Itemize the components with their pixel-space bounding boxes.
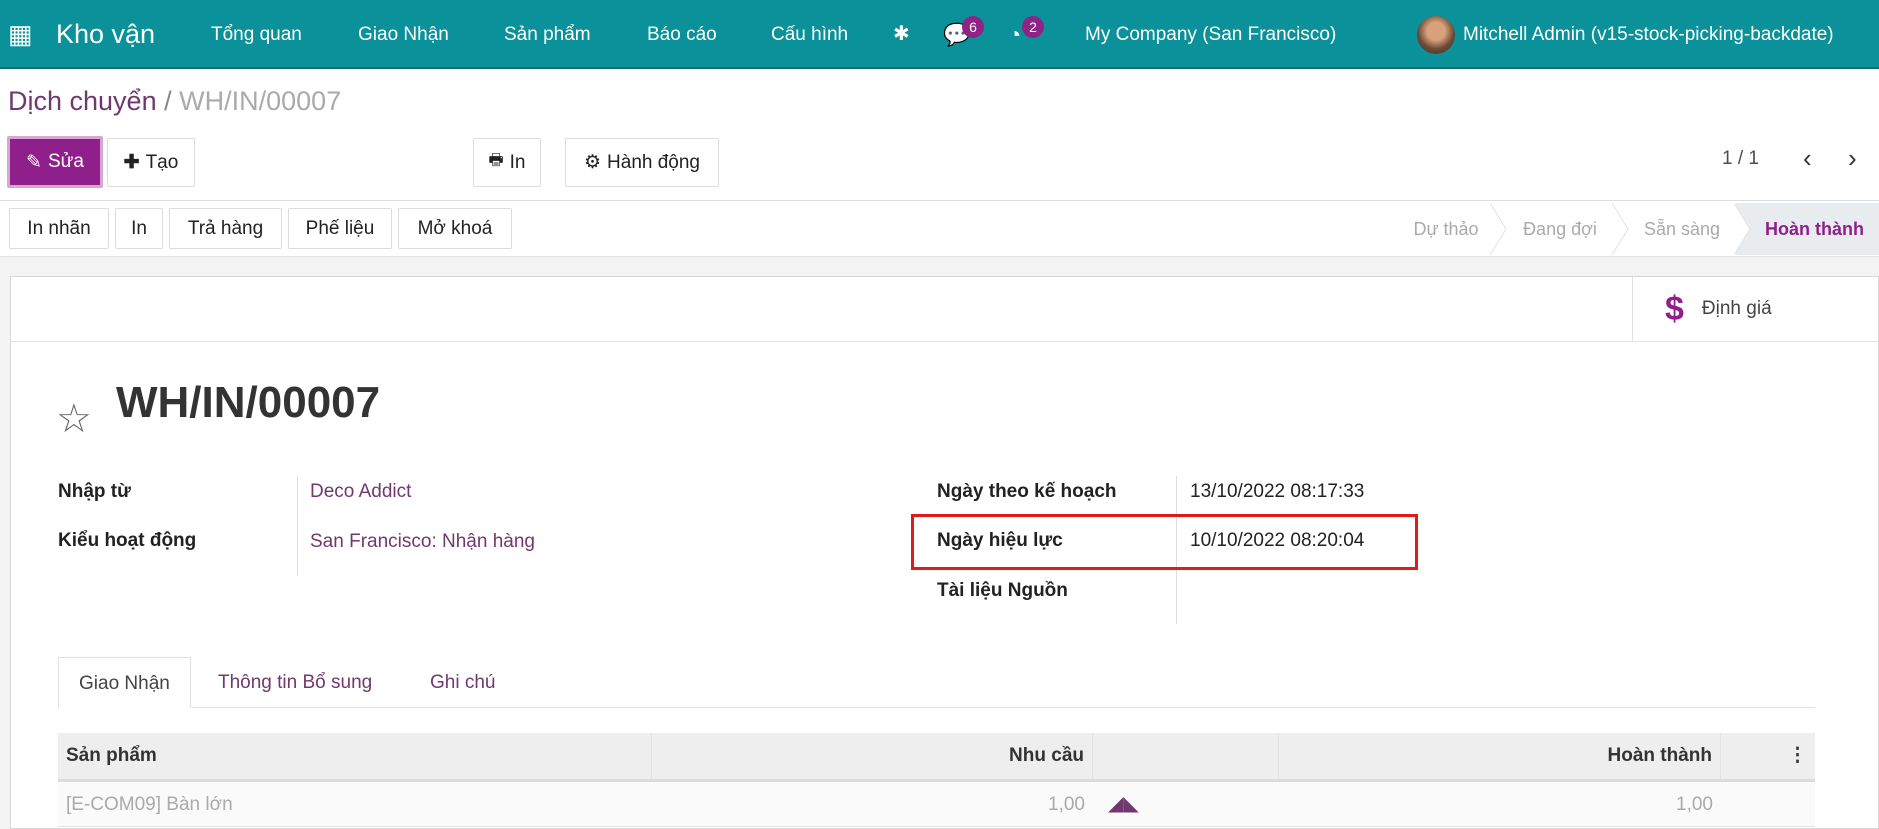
effective-date-value[interactable]: 10/10/2022 08:20:04: [1190, 530, 1365, 551]
field-separator: [1176, 476, 1177, 624]
highlight-box: [911, 514, 1418, 570]
menu-products[interactable]: Sản phẩm: [504, 24, 591, 45]
tab-additional-info[interactable]: Thông tin Bổ sung: [218, 672, 373, 693]
stage-separator: [1612, 203, 1629, 255]
plus-icon: ✚: [123, 152, 140, 173]
print-button[interactable]: 🖶 In: [473, 138, 541, 187]
column-product[interactable]: Sản phẩm: [58, 733, 652, 779]
activities-badge: 2: [1022, 16, 1044, 38]
apps-menu-icon[interactable]: ▦: [8, 19, 33, 49]
favorite-star-icon[interactable]: ☆: [56, 397, 92, 441]
messages-badge: 6: [962, 16, 984, 38]
unlock-button[interactable]: Mở khoá: [398, 208, 512, 249]
row-done: 1,00: [1676, 794, 1713, 815]
top-navbar: ▦ Kho vận Tổng quan Giao Nhận Sản phẩm B…: [0, 0, 1879, 69]
user-menu[interactable]: Mitchell Admin (v15-stock-picking-backda…: [1463, 24, 1834, 45]
menu-reporting[interactable]: Báo cáo: [647, 24, 717, 45]
breadcrumb-current: WH/IN/00007: [179, 86, 342, 116]
stage-separator: [1734, 203, 1751, 255]
scheduled-date-value[interactable]: 13/10/2022 08:17:33: [1190, 481, 1365, 502]
menu-configuration[interactable]: Cấu hình: [771, 24, 849, 45]
menu-overview[interactable]: Tổng quan: [211, 24, 302, 45]
pager-next-icon[interactable]: ›: [1848, 143, 1857, 173]
create-button[interactable]: ✚ Tạo: [107, 138, 195, 187]
table-header-border: [58, 779, 1815, 782]
printer-icon: 🖶: [488, 152, 504, 169]
column-demand[interactable]: Nhu cầu: [652, 733, 1093, 779]
effective-date-label: Ngày hiệu lực: [937, 530, 1063, 551]
forecast-area-chart-icon[interactable]: ◢◣: [1108, 793, 1139, 815]
print-labels-button[interactable]: In nhãn: [9, 208, 109, 249]
scheduled-date-label: Ngày theo kế hoạch: [937, 481, 1117, 502]
partner-value[interactable]: Deco Addict: [310, 481, 412, 502]
table-row[interactable]: [58, 782, 1815, 827]
breadcrumb: Dịch chuyển / WH/IN/00007: [8, 86, 341, 117]
column-forecast: [1093, 733, 1279, 779]
partner-label: Nhập từ: [58, 481, 131, 502]
activities-clock-icon[interactable]: ◔: [1008, 22, 1022, 47]
row-product: [E-COM09] Bàn lớn: [66, 794, 233, 815]
table-header: [58, 733, 1815, 779]
return-button[interactable]: Trả hàng: [169, 208, 282, 249]
operation-type-label: Kiểu hoạt động: [58, 530, 197, 551]
pager-value[interactable]: 1 / 1: [1722, 148, 1759, 169]
button-box-divider: [10, 341, 1879, 342]
stage-draft: Dự thảo: [1413, 219, 1479, 239]
pager-previous-icon[interactable]: ‹: [1803, 143, 1812, 173]
menu-transfers[interactable]: Giao Nhận: [358, 24, 449, 45]
pencil-icon: ✎: [26, 151, 42, 173]
operation-type-value[interactable]: San Francisco: Nhận hàng: [310, 531, 535, 552]
field-separator: [297, 476, 298, 576]
divider: [0, 200, 1879, 201]
tab-notes[interactable]: Ghi chú: [430, 672, 496, 693]
breadcrumb-separator: /: [164, 86, 172, 116]
valuation-button[interactable]: $ Định giá: [1632, 277, 1816, 341]
stage-ready: Sẵn sàng: [1643, 219, 1721, 239]
row-demand: 1,00: [1048, 794, 1085, 815]
print-delivery-button[interactable]: In: [115, 208, 163, 249]
edit-button[interactable]: ✎ Sửa: [7, 136, 103, 188]
breadcrumb-parent[interactable]: Dịch chuyển: [8, 86, 157, 116]
user-avatar[interactable]: [1417, 16, 1455, 54]
scrap-button[interactable]: Phế liệu: [288, 208, 392, 249]
optional-columns-icon[interactable]: ⋮: [1788, 745, 1807, 766]
company-switcher[interactable]: My Company (San Francisco): [1085, 24, 1337, 45]
stage-done: Hoàn thành: [1736, 203, 1879, 255]
action-button[interactable]: ⚙ Hành động: [565, 138, 719, 187]
gear-icon: ⚙: [583, 152, 602, 173]
stage-waiting: Đang đợi: [1523, 219, 1597, 239]
tabs-divider: [58, 707, 1815, 708]
app-title[interactable]: Kho vận: [56, 19, 156, 49]
debug-bug-icon[interactable]: ✱: [893, 23, 910, 45]
tab-transfers[interactable]: Giao Nhận: [58, 657, 191, 708]
dollar-icon: $: [1665, 289, 1684, 328]
record-title: WH/IN/00007: [116, 378, 381, 427]
stage-separator: [1490, 203, 1507, 255]
origin-label: Tài liệu Nguồn: [937, 580, 1068, 601]
column-done[interactable]: Hoàn thành: [1279, 733, 1721, 779]
